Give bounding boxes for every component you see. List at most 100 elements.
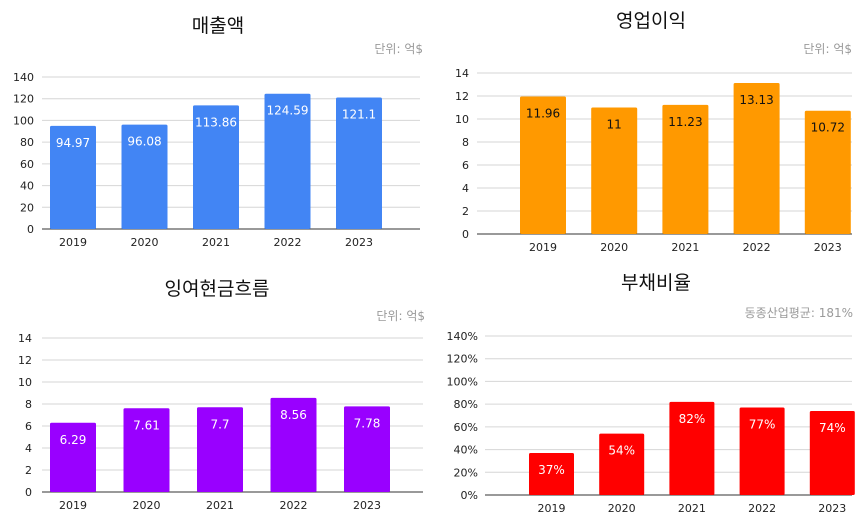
revenue-chart-panel: 매출액 단위: 억$ 0 20 40 60 80 100 120 140 94.97 2019 9…	[0, 0, 434, 263]
x-tick-label: 2020	[131, 236, 159, 249]
x-tick-label: 2020	[133, 499, 161, 512]
data-label: 11	[607, 118, 622, 132]
data-label: 7.61	[133, 418, 160, 432]
y-tick-label: 8	[25, 398, 32, 411]
y-tick-label: 12	[455, 90, 469, 103]
x-tick-label: 2022	[280, 499, 308, 512]
chart-title: 부채비율	[621, 272, 691, 294]
bar	[804, 110, 851, 234]
debt-ratio-chart-panel: 부채비율 동종산업평균: 181% 0% 20% 40% 60% 80% 100% 120%…	[434, 263, 868, 526]
bar	[599, 433, 645, 495]
chart-title: 매출액	[192, 15, 244, 37]
y-tick-label: 4	[462, 182, 469, 195]
bar	[336, 97, 382, 230]
bar	[669, 401, 715, 495]
y-tick-label: 4	[25, 442, 32, 455]
y-tick-label: 140	[13, 71, 34, 84]
y-tick-label: 80%	[454, 398, 478, 411]
y-tick-label: 100	[13, 114, 34, 127]
x-tick-label: 2023	[814, 241, 842, 254]
data-label: 94.97	[56, 136, 90, 150]
data-label: 121.1	[342, 108, 376, 122]
y-tick-label: 20	[20, 201, 34, 214]
bar	[520, 96, 566, 235]
data-label: 13.13	[739, 93, 773, 107]
operating-profit-chart-panel: 영업이익 단위: 억$ 0 2 4 6 8 10 12 14 11.96 2019 11 2020 1…	[434, 0, 868, 263]
y-tick-label: 0%	[461, 489, 478, 502]
y-tick-label: 2	[462, 205, 469, 218]
y-tick-label: 2	[25, 464, 32, 477]
unit-note: 단위: 억$	[374, 42, 423, 56]
x-tick-label: 2021	[678, 502, 706, 515]
y-tick-label: 10	[455, 113, 469, 126]
x-tick-label: 2019	[529, 241, 557, 254]
bar	[809, 410, 855, 495]
x-tick-label: 2019	[538, 502, 566, 515]
revenue-chart: 매출액 단위: 억$ 0 20 40 60 80 100 120 140 94.97 2019 9…	[13, 15, 423, 249]
x-tick-label: 2022	[748, 502, 776, 515]
free-cash-flow-chart-panel: 잉여현금흐름 단위: 억$ 0 2 4 6 8 10 12 14 6.29 2019 7.61 20…	[0, 263, 434, 526]
y-tick-label: 40	[20, 180, 34, 193]
x-tick-label: 2019	[59, 499, 87, 512]
x-tick-label: 2023	[818, 502, 846, 515]
y-tick-label: 120%	[447, 353, 478, 366]
chart-title: 잉여현금흐름	[165, 278, 270, 300]
data-label: 8.56	[280, 408, 307, 422]
y-tick-label: 0	[27, 223, 34, 236]
data-label: 7.7	[210, 417, 229, 431]
x-tick-label: 2022	[274, 236, 302, 249]
bar	[591, 107, 638, 234]
x-tick-label: 2021	[206, 499, 234, 512]
bar	[264, 93, 311, 229]
x-tick-label: 2019	[59, 236, 87, 249]
data-label: 113.86	[195, 115, 237, 129]
bar	[50, 125, 96, 229]
data-label: 77%	[749, 418, 776, 432]
y-tick-label: 0	[462, 228, 469, 241]
bar	[739, 407, 785, 495]
y-tick-label: 60%	[454, 421, 478, 434]
y-tick-label: 6	[25, 420, 32, 433]
unit-note: 동종산업평균: 181%	[745, 306, 853, 320]
data-label: 11.23	[668, 115, 702, 129]
y-tick-label: 80	[20, 136, 34, 149]
data-label: 96.08	[127, 135, 161, 149]
data-label: 82%	[679, 412, 706, 426]
data-label: 74%	[819, 421, 846, 435]
x-tick-label: 2020	[608, 502, 636, 515]
data-label: 10.72	[811, 121, 845, 135]
bar	[50, 422, 96, 492]
y-tick-label: 120	[13, 93, 34, 106]
y-tick-label: 40%	[454, 444, 478, 457]
x-tick-label: 2023	[353, 499, 381, 512]
x-tick-label: 2023	[345, 236, 373, 249]
data-label: 6.29	[60, 433, 87, 447]
y-tick-label: 0	[25, 486, 32, 499]
free-cash-flow-chart: 잉여현금흐름 단위: 억$ 0 2 4 6 8 10 12 14 6.29 2019 7.61 20…	[18, 278, 425, 512]
bar	[344, 406, 390, 492]
y-tick-label: 6	[462, 159, 469, 172]
bar	[270, 397, 317, 492]
data-label: 7.78	[354, 416, 381, 430]
bar	[733, 83, 780, 234]
bar	[123, 408, 170, 492]
y-tick-label: 12	[18, 354, 32, 367]
unit-note: 단위: 억$	[376, 309, 425, 323]
y-tick-label: 140%	[447, 330, 478, 343]
x-tick-label: 2022	[743, 241, 771, 254]
data-label: 11.96	[526, 106, 560, 120]
x-tick-label: 2020	[600, 241, 628, 254]
operating-profit-chart: 영업이익 단위: 억$ 0 2 4 6 8 10 12 14 11.96 2019 11 2020 1…	[455, 10, 852, 254]
unit-note: 단위: 억$	[803, 42, 852, 56]
bar	[121, 124, 168, 229]
x-tick-label: 2021	[671, 241, 699, 254]
bar	[197, 407, 243, 492]
chart-title: 영업이익	[616, 10, 686, 32]
y-tick-label: 14	[18, 332, 32, 345]
y-tick-label: 14	[455, 67, 469, 80]
y-tick-label: 10	[18, 376, 32, 389]
y-tick-label: 60	[20, 158, 34, 171]
bar	[662, 104, 709, 234]
data-label: 54%	[608, 444, 635, 458]
debt-ratio-chart: 부채비율 동종산업평균: 181% 0% 20% 40% 60% 80% 100% 120%…	[447, 272, 855, 515]
